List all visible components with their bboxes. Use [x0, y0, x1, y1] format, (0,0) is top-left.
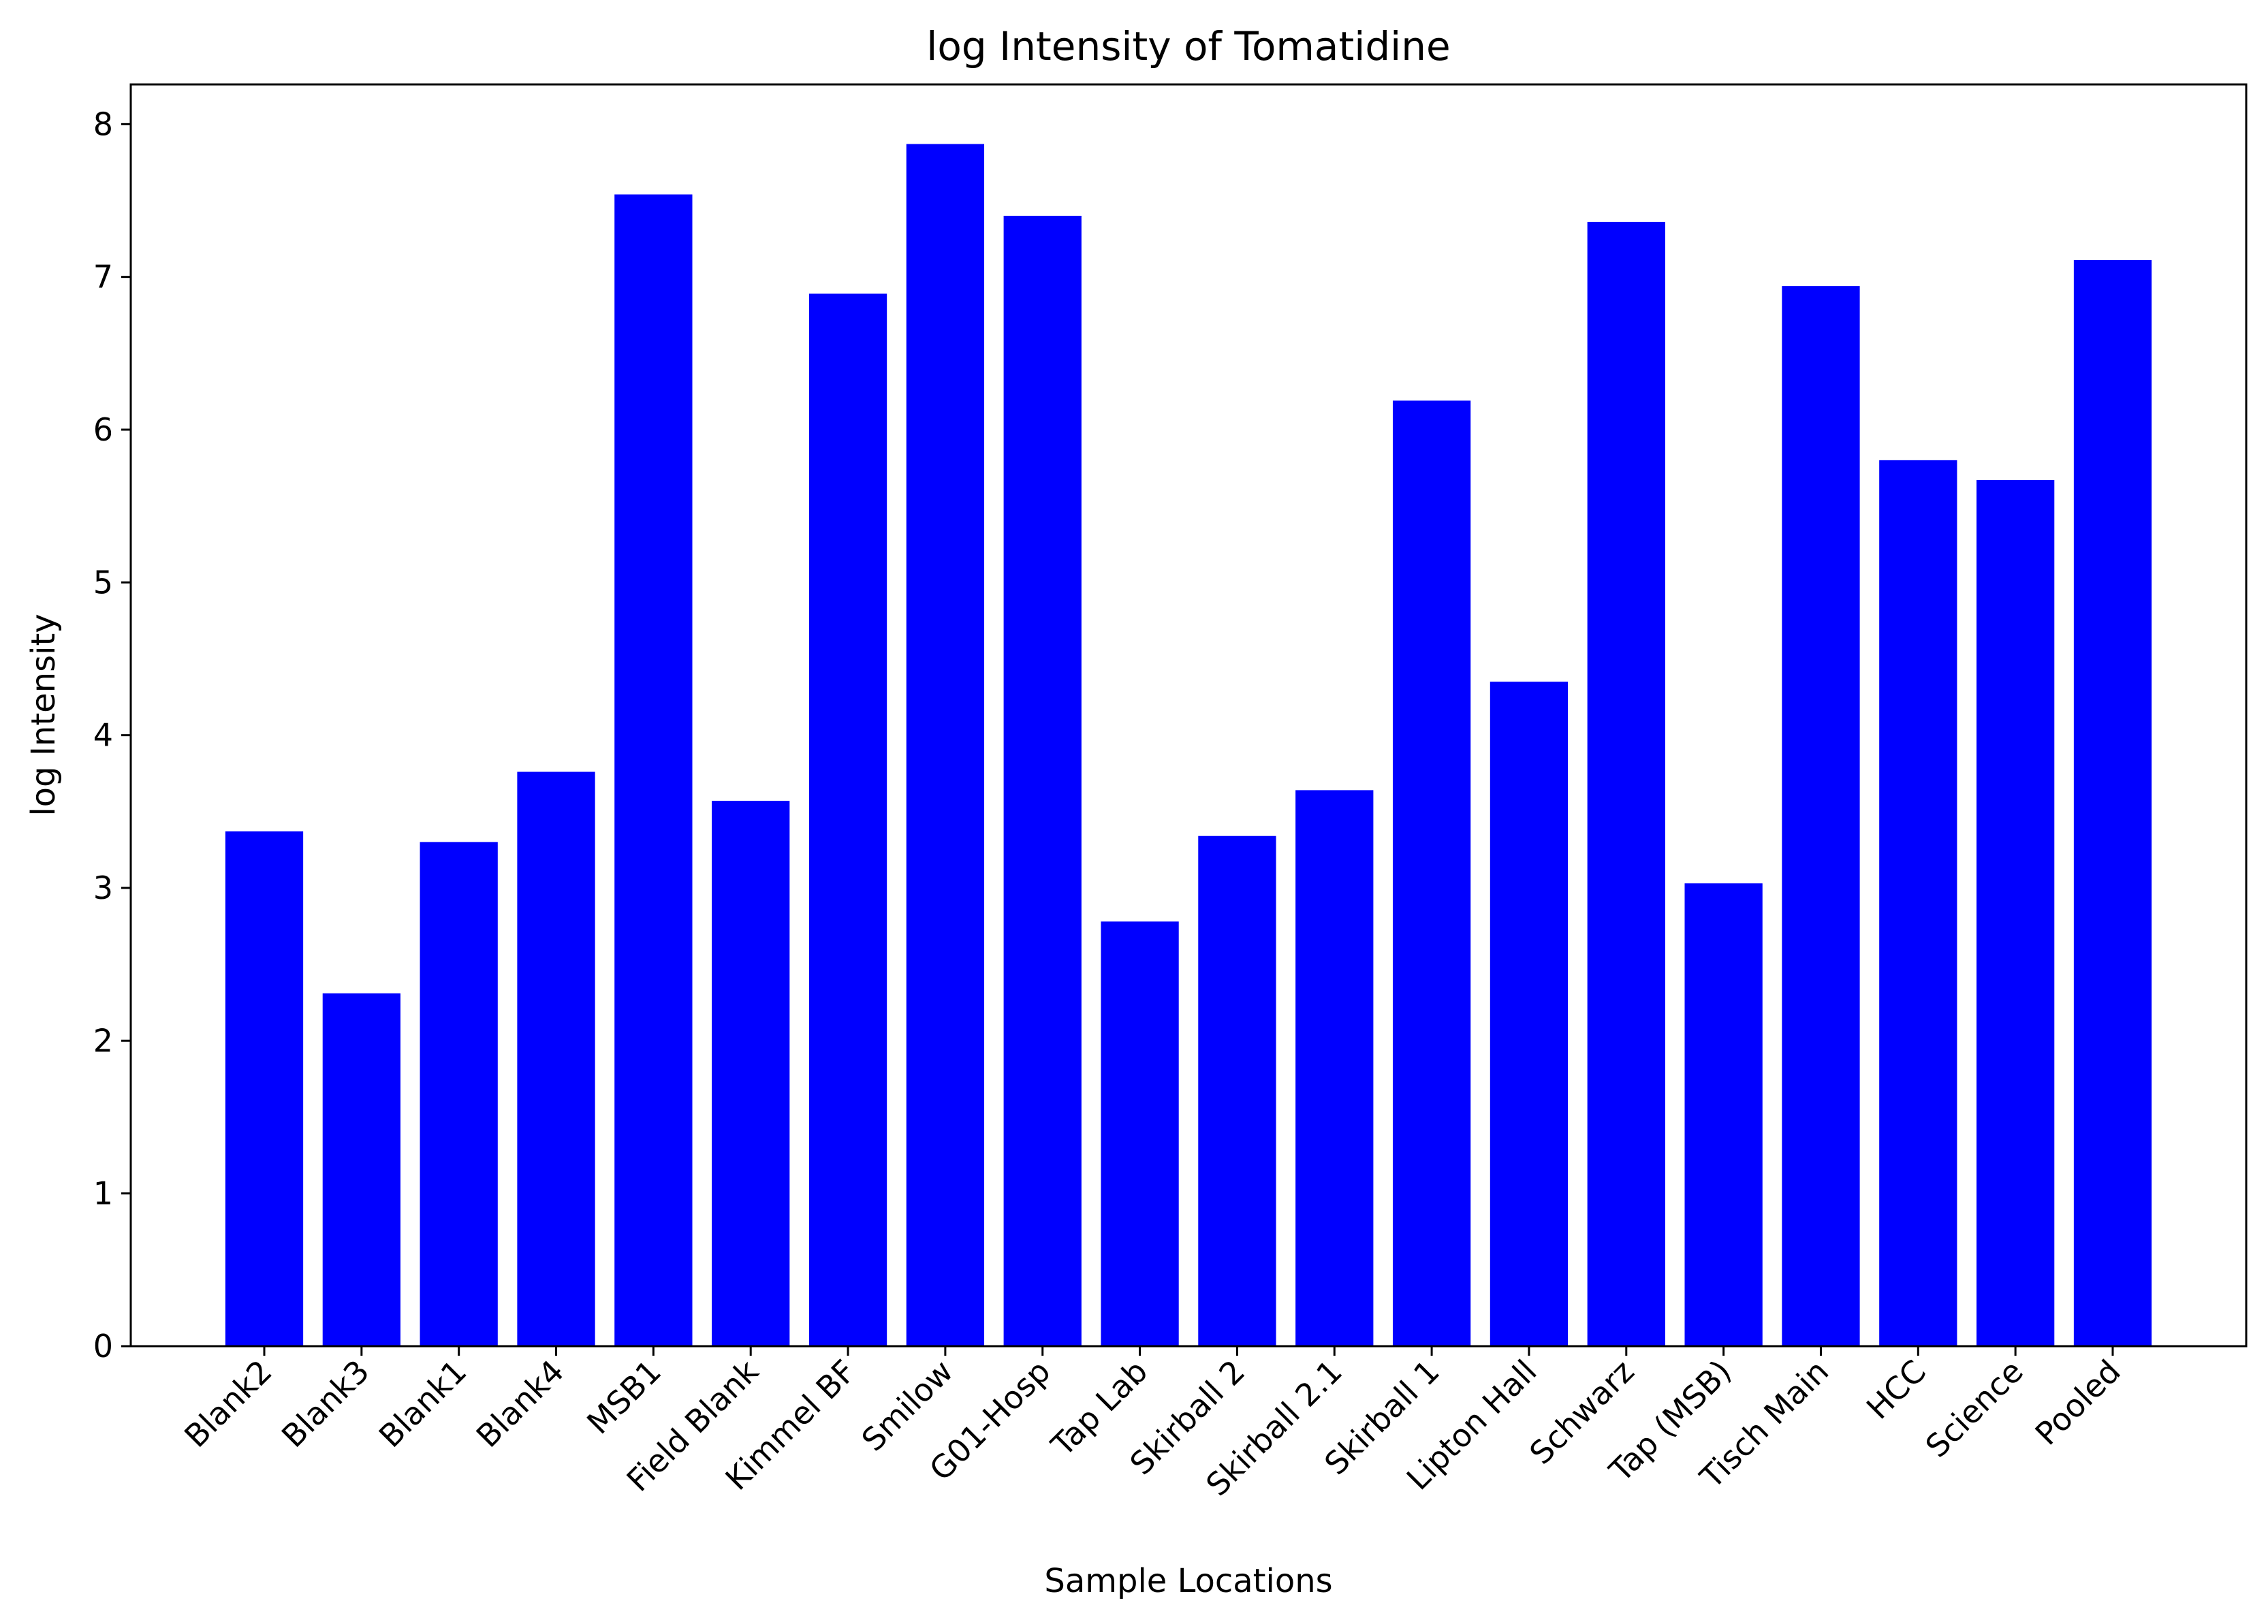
y-axis: 0 1 2 3 4 5 6 7 8 [93, 106, 131, 1365]
y-tick-label: 2 [93, 1022, 113, 1059]
bars-group [225, 144, 2152, 1347]
plot-frame [129, 83, 2248, 1348]
y-tick-label: 5 [93, 564, 113, 601]
bar [614, 194, 693, 1347]
y-tick-label: 3 [93, 870, 113, 906]
y-tick-label: 7 [93, 259, 113, 296]
bar [225, 831, 304, 1346]
bar [1490, 682, 1569, 1346]
bar [808, 293, 887, 1346]
bar [2073, 259, 2152, 1346]
bar [906, 144, 985, 1346]
bar [420, 842, 498, 1346]
y-tick-label: 8 [93, 106, 113, 142]
y-tick-label: 6 [93, 411, 113, 448]
bar [1198, 835, 1276, 1346]
x-tick-label: HCC [1859, 1353, 1933, 1427]
x-axis-label: Sample Locations [1044, 1562, 1332, 1600]
y-tick-label: 0 [93, 1328, 113, 1365]
x-tick-label: Science [1919, 1353, 2030, 1465]
bar [1684, 883, 1763, 1346]
bar [517, 771, 595, 1346]
x-tick-label: Blank2 [177, 1353, 279, 1455]
bar [1976, 480, 2055, 1347]
chart-title: log Intensity of Tomatidine [926, 23, 1450, 69]
bar [1879, 460, 1957, 1346]
x-tick-label: Pooled [2028, 1353, 2128, 1452]
x-tick-label: Blank4 [469, 1353, 571, 1455]
bar [1587, 221, 1665, 1346]
y-tick-label: 1 [93, 1175, 113, 1212]
x-tick-label: MSB1 [580, 1353, 668, 1442]
bar [712, 801, 790, 1346]
y-tick-label: 4 [93, 717, 113, 754]
bar [1782, 286, 1860, 1346]
bar [1003, 215, 1082, 1346]
y-axis-label: log Intensity [25, 614, 63, 816]
bar [1295, 790, 1374, 1346]
x-tick-label: Blank1 [372, 1353, 474, 1455]
bar [1392, 400, 1471, 1347]
bar [322, 993, 400, 1346]
x-tick-label: Blank3 [274, 1353, 377, 1455]
bar [1101, 921, 1179, 1346]
